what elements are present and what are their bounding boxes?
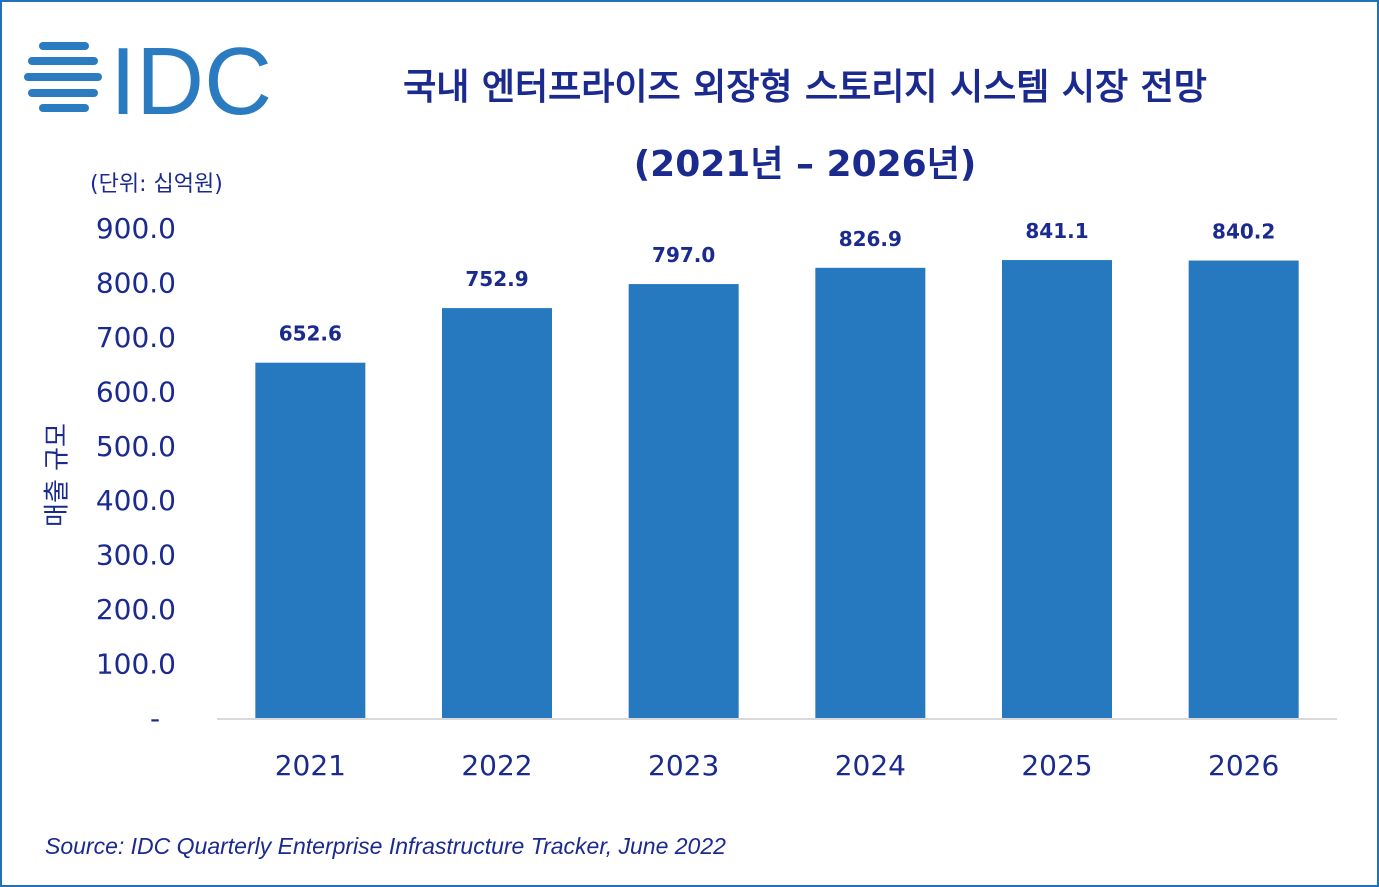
idc-logo: IDC bbox=[24, 28, 274, 135]
y-tick-label: 600.0 bbox=[96, 375, 176, 408]
y-tick-label: 200.0 bbox=[96, 593, 176, 626]
bar-2022 bbox=[442, 308, 552, 718]
x-tick-label: 2022 bbox=[461, 749, 532, 782]
bar-2025 bbox=[1002, 260, 1112, 718]
source-note: Source: IDC Quarterly Enterprise Infrast… bbox=[45, 833, 726, 859]
chart-subtitle: (2021년 – 2026년) bbox=[633, 144, 977, 185]
svg-text:IDC: IDC bbox=[110, 38, 272, 118]
y-tick-label: 500.0 bbox=[96, 430, 176, 463]
y-tick-label: - bbox=[150, 702, 160, 735]
data-label: 841.1 bbox=[1025, 219, 1088, 243]
bar-2021 bbox=[255, 362, 366, 718]
idc-logo-graphic: IDC bbox=[24, 28, 272, 135]
data-label: 752.9 bbox=[465, 267, 528, 291]
y-tick-label: 300.0 bbox=[96, 539, 176, 572]
x-tick-label: 2025 bbox=[1021, 749, 1092, 782]
x-tick-label: 2024 bbox=[835, 749, 906, 782]
data-label: 797.0 bbox=[652, 243, 715, 267]
bar-2024 bbox=[815, 267, 926, 718]
data-label: 826.9 bbox=[839, 227, 902, 251]
y-tick-label: 900.0 bbox=[96, 212, 176, 245]
unit-note: (단위: 십억원) bbox=[90, 172, 223, 197]
x-tick-label: 2023 bbox=[648, 749, 719, 782]
y-tick-label: 700.0 bbox=[96, 321, 176, 354]
bar-2026 bbox=[1188, 260, 1299, 718]
bar-2023 bbox=[628, 284, 739, 718]
data-label: 840.2 bbox=[1212, 220, 1275, 244]
y-tick-label: 800.0 bbox=[96, 266, 176, 299]
y-tick-label: 400.0 bbox=[96, 484, 176, 517]
x-tick-label: 2026 bbox=[1208, 749, 1279, 782]
data-label: 652.6 bbox=[279, 322, 342, 346]
y-tick-label: 100.0 bbox=[96, 648, 176, 681]
x-tick-label: 2021 bbox=[275, 749, 346, 782]
chart-title: 국내 엔터프라이즈 외장형 스토리지 시스템 시장 전망 bbox=[403, 67, 1207, 108]
